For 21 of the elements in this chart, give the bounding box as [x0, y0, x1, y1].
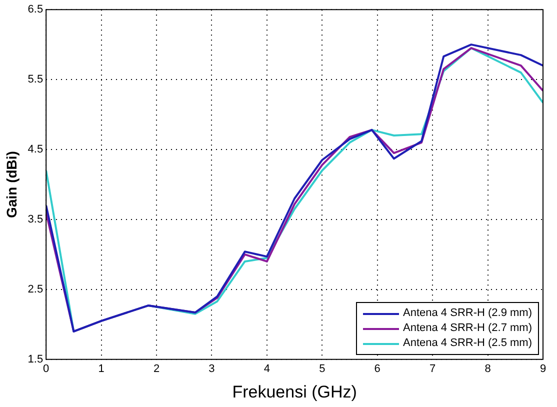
y-tick-label: 2.5	[28, 283, 44, 296]
x-axis-title: Frekuensi (GHz)	[232, 382, 357, 402]
x-tick-label: 8	[484, 363, 491, 376]
y-tick-label: 5.5	[28, 74, 44, 86]
x-tick-label: 1	[98, 363, 104, 376]
y-tick-label: 4.5	[28, 144, 44, 156]
x-tick-label: 9	[540, 363, 546, 376]
x-tick-label: 2	[153, 363, 160, 376]
x-tick-label: 0	[43, 363, 50, 376]
x-tick-label: 5	[319, 363, 326, 376]
x-tick-label: 4	[264, 363, 270, 376]
y-axis-title: Gain (dBi)	[3, 151, 20, 218]
legend-label: Antena 4 SRR-H (2.7 mm)	[403, 321, 532, 336]
legend-label: Antena 4 SRR-H (2.9 mm)	[403, 306, 532, 322]
x-tick-label: 7	[430, 363, 436, 376]
y-tick-label: 3.5	[28, 214, 44, 226]
y-tick-label: 6.5	[28, 4, 44, 16]
x-tick-label: 6	[374, 363, 380, 376]
legend-label: Antena 4 SRR-H (2.5 mm)	[403, 336, 532, 352]
y-tick-label: 1.5	[28, 353, 44, 366]
x-tick-label: 3	[208, 363, 215, 376]
